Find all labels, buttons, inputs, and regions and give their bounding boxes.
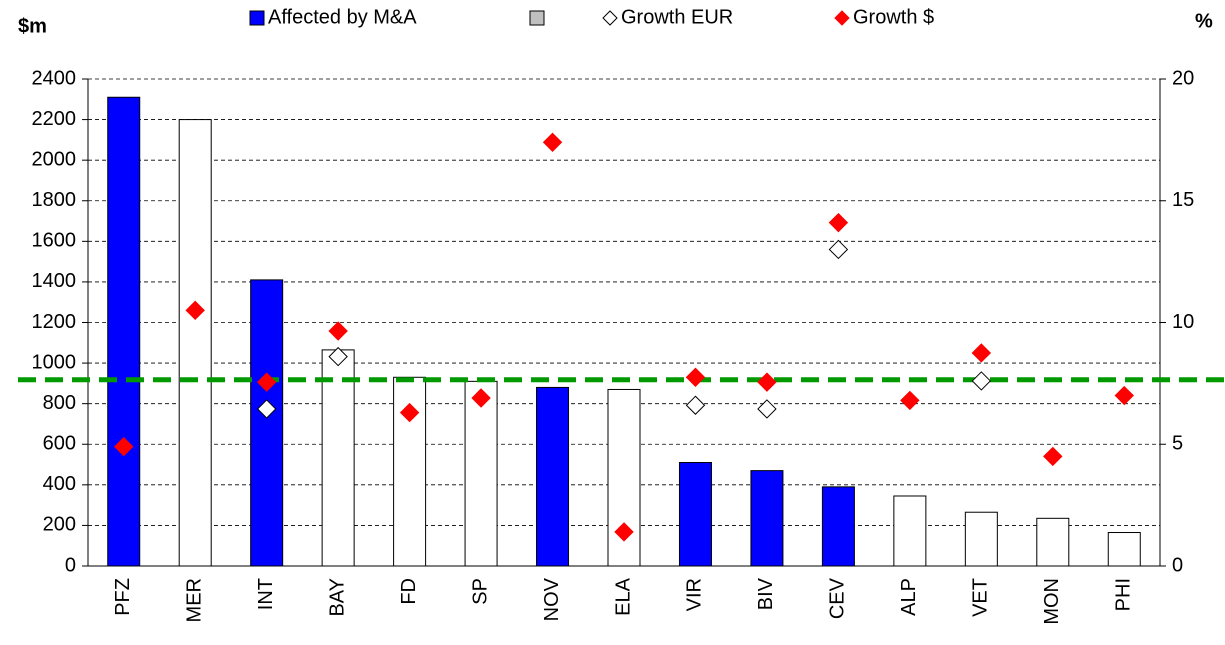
bar [750,470,784,567]
x-tick-label: VIR [684,578,706,611]
x-tick-label: VET [970,578,992,617]
y-tick-label: 0 [65,554,76,576]
x-tick-label: PFZ [112,578,134,616]
y-tick-label: 400 [43,473,76,495]
y-tick-label: 2000 [32,148,77,170]
y2-tick-label: 15 [1172,189,1194,211]
bar [107,96,141,567]
marker [900,390,920,411]
legend-swatch [529,10,545,26]
marker [1114,385,1134,406]
x-tick-label: BAY [326,578,348,617]
y-tick-label: 2200 [32,108,77,130]
marker [971,371,992,391]
y2-tick-label: 20 [1172,67,1194,89]
y-tick-label: 1800 [32,189,77,211]
marker [256,399,277,419]
marker [185,300,205,321]
marker [971,343,992,363]
y-tick-label: 200 [43,514,76,536]
x-tick-label: ALP [898,578,920,616]
y2-tick-label: 0 [1172,554,1183,576]
marker [542,132,563,153]
marker [1043,446,1063,467]
y2-tick-label: 10 [1172,311,1194,333]
marker [328,346,348,367]
marker [828,212,849,233]
x-tick-label: ELA [612,577,634,615]
marker [471,388,491,408]
marker [614,522,634,542]
marker [757,399,777,419]
marker [399,402,420,423]
bar [536,386,570,567]
y-tick-label: 800 [43,392,76,414]
bar [1036,517,1070,567]
x-tick-label: MER [183,578,205,622]
bar [321,349,355,567]
bar [464,380,498,567]
x-tick-label: SP [469,578,491,605]
marker [256,372,277,392]
x-tick-label: CEV [827,577,849,619]
legend-swatch [834,10,850,26]
y2-tick-label: 5 [1172,433,1183,455]
bar [178,119,212,567]
legend-label: Affected by M&A [268,6,417,28]
marker [114,436,134,457]
y-tick-label: 1200 [32,311,77,333]
y-tick-label: 1600 [32,230,77,252]
marker [685,395,706,415]
bar [821,486,855,567]
marker [828,239,849,260]
y-tick-label: 2400 [32,67,77,89]
bar [1107,532,1141,567]
y-tick-label: 600 [43,433,76,455]
bar [964,511,998,567]
marker [328,321,348,341]
x-tick-label: MON [1041,578,1063,625]
x-tick-label: PHI [1113,578,1135,611]
y-axis-label: $m [18,15,47,37]
x-tick-label: NOV [541,577,563,621]
legend-swatch [249,10,265,26]
bar [250,279,284,567]
legend-label: Growth $ [853,6,934,28]
y-tick-label: 1400 [32,270,77,292]
x-tick-label: BIV [755,577,777,610]
legend-swatch [602,10,618,26]
legend-label: Growth EUR [621,6,733,28]
bar [678,462,712,567]
y2-axis-label: % [1195,10,1213,32]
x-tick-label: INT [255,578,277,610]
marker [685,367,706,387]
marker [757,372,777,392]
x-tick-label: FD [398,578,420,605]
y-tick-label: 1000 [32,351,77,373]
bar [893,495,927,567]
